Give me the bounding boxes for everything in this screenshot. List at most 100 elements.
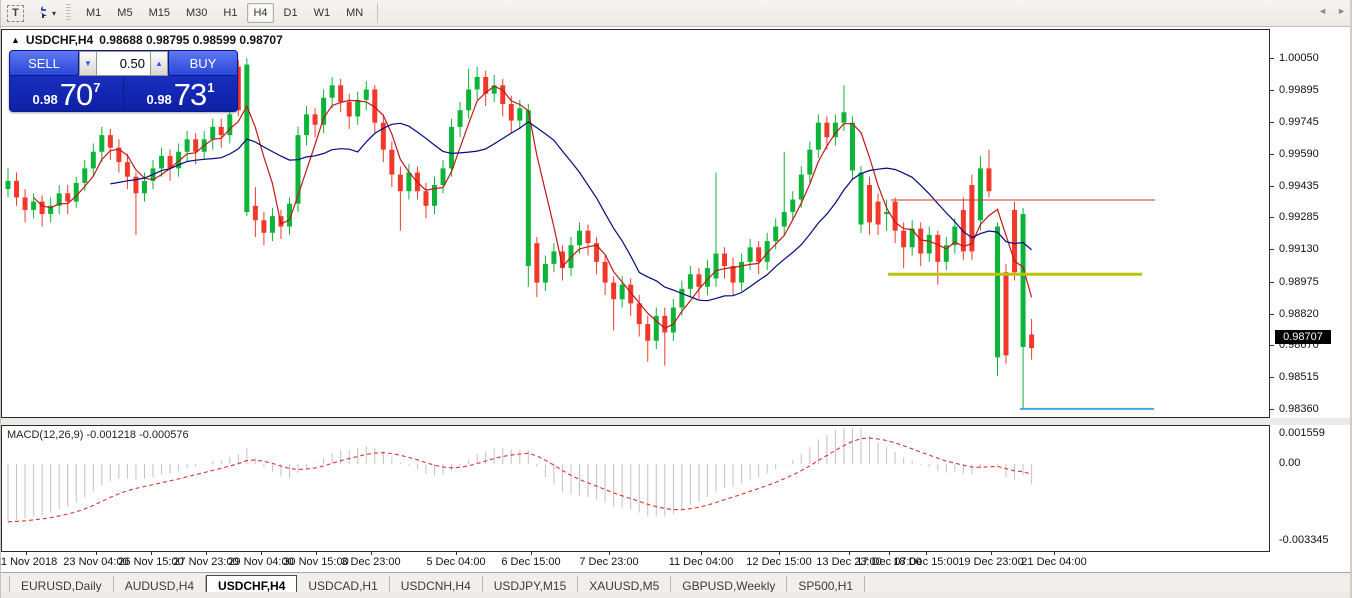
time-axis-label: 12 Dec 15:00 xyxy=(746,556,812,568)
price-axis-label: 0.98975 xyxy=(1279,275,1319,288)
timeframe-button-m5[interactable]: M5 xyxy=(117,7,133,19)
time-axis-label: 11 Dec 04:00 xyxy=(668,556,734,568)
toolbar-grip-handle[interactable] xyxy=(66,4,72,22)
chart-tab-sp500-h1[interactable]: SP500,H1 xyxy=(787,575,866,596)
time-tick xyxy=(371,552,372,555)
buy-price-point: 1 xyxy=(207,80,215,95)
time-tick xyxy=(531,552,532,555)
time-axis-label: 6 Dec 15:00 xyxy=(501,556,561,568)
macd-axis-label: 0.001559 xyxy=(1279,427,1325,439)
macd-values: -0.001218 -0.000576 xyxy=(86,429,189,441)
sell-price-base: 0.98 xyxy=(32,92,58,107)
price-tick xyxy=(1270,281,1274,283)
text-tool-icon[interactable]: T xyxy=(7,4,24,22)
macd-axis-label: -0.003345 xyxy=(1279,534,1329,546)
chart-tab-gbpusd-weekly[interactable]: GBPUSD,Weekly xyxy=(671,575,788,596)
volume-increase-button[interactable]: ▲ xyxy=(150,51,168,76)
timeframe-button-m30[interactable]: M30 xyxy=(185,7,208,19)
chart-tab-eurusd-daily[interactable]: EURUSD,Daily xyxy=(9,575,114,596)
time-tick xyxy=(456,552,457,555)
time-axis-label: 5 Dec 04:00 xyxy=(426,556,486,568)
chart-tab-xauusd-m5[interactable]: XAUUSD,M5 xyxy=(578,575,672,596)
time-tick xyxy=(609,552,610,555)
time-axis[interactable]: 21 Nov 2018 23 Nov 04:00 26 Nov 15:00 27 No… xyxy=(0,552,1270,572)
timeframe-button-mn[interactable]: MN xyxy=(346,7,364,19)
chart-tab-usdcnh-h4[interactable]: USDCNH,H4 xyxy=(390,575,483,596)
price-tick xyxy=(1270,153,1274,155)
price-tick xyxy=(1270,217,1274,219)
price-tick xyxy=(1270,344,1274,346)
time-tick xyxy=(926,552,927,555)
price-tick xyxy=(1270,58,1274,60)
time-tick xyxy=(849,552,850,555)
timeframe-button-h4[interactable]: H4 xyxy=(247,3,274,23)
price-axis[interactable]: 0.98707 1.00050 0.99895 0.99745 0.99590 0.99… xyxy=(1270,28,1352,552)
time-axis-label: 7 Dec 23:00 xyxy=(579,556,639,568)
chart-tab-usdcad-h1[interactable]: USDCAD,H1 xyxy=(297,575,390,596)
timeframe-button-m15[interactable]: M15 xyxy=(148,7,170,19)
timeframe-button-d1[interactable]: D1 xyxy=(283,7,298,19)
timeframe-toolbar: M1 M5 M15 M30 H1 H4 D1 W1 MN xyxy=(78,3,371,23)
pane-splitter[interactable] xyxy=(1,418,1352,425)
price-tick xyxy=(1270,313,1274,315)
time-axis-label: 21 Dec 04:00 xyxy=(1021,556,1087,568)
expand-arrow-icon[interactable]: ▲ xyxy=(11,35,20,45)
time-axis-label: 21 Nov 2018 xyxy=(0,556,58,568)
chart-header: ▲ USDCHF,H4 0.98688 0.98795 0.98599 0.98… xyxy=(11,33,283,47)
timeframe-button-h1[interactable]: H1 xyxy=(223,7,238,19)
buy-price-pips: 73 xyxy=(173,77,207,112)
one-click-trading-panel: SELL ▼ 0.50 ▲ BUY 0.98 70 7 0.98 73 1 xyxy=(9,50,238,112)
time-tick xyxy=(779,552,780,555)
price-tick xyxy=(1270,249,1274,251)
price-tick xyxy=(1270,409,1274,411)
tab-scroll-right-icon[interactable]: ► xyxy=(1337,6,1346,16)
window-right-edge xyxy=(1350,0,1352,598)
time-tick xyxy=(991,552,992,555)
time-axis-label: 17 Dec 07:00 xyxy=(856,556,922,568)
price-axis-label: 0.98515 xyxy=(1279,371,1319,384)
current-price-tag: 0.98707 xyxy=(1275,330,1331,345)
time-axis-label: 27 Nov 23:00 xyxy=(173,556,239,568)
time-axis-label: 18 Dec 15:00 xyxy=(893,556,959,568)
buy-button[interactable]: BUY xyxy=(168,51,237,76)
arrows-tool-button[interactable]: ▾ xyxy=(34,4,56,23)
price-axis-label: 1.00050 xyxy=(1279,52,1319,65)
sell-button[interactable]: SELL xyxy=(10,51,79,76)
ohlc-values: 0.98688 0.98795 0.98599 0.98707 xyxy=(99,33,283,47)
sell-price-display[interactable]: 0.98 70 7 xyxy=(10,76,124,112)
tab-scroll-left-icon[interactable]: ◄ xyxy=(1318,6,1328,16)
time-axis-label: 13 Dec 23:00 xyxy=(816,556,882,568)
chart-tab-usdjpy-m15[interactable]: USDJPY,M15 xyxy=(483,575,579,596)
chevron-down-icon[interactable]: ▾ xyxy=(52,8,57,18)
price-axis-label: 0.99590 xyxy=(1279,147,1319,160)
toolbar-separator xyxy=(377,3,379,23)
macd-indicator-pane[interactable] xyxy=(1,425,1270,552)
symbol-period-label: USDCHF,H4 xyxy=(25,33,94,47)
volume-input[interactable]: 0.50 xyxy=(97,51,150,76)
price-axis-label: 0.99745 xyxy=(1279,115,1319,128)
price-axis-label: 0.99895 xyxy=(1279,84,1319,97)
time-tick xyxy=(316,552,317,555)
time-tick xyxy=(96,552,97,555)
price-axis-label: 0.98820 xyxy=(1279,307,1319,320)
volume-decrease-button[interactable]: ▼ xyxy=(79,51,97,76)
timeframe-button-w1[interactable]: W1 xyxy=(313,7,331,19)
sell-price-point: 7 xyxy=(93,80,101,95)
time-axis-label: 19 Dec 23:00 xyxy=(958,556,1024,568)
time-axis-label: 29 Nov 04:00 xyxy=(228,556,294,568)
macd-label: MACD(12,26,9) -0.001218 -0.000576 xyxy=(7,429,189,441)
candlestick-chart[interactable] xyxy=(2,30,1269,417)
sell-price-pips: 70 xyxy=(59,77,93,112)
chart-tab-audusd-h4[interactable]: AUDUSD,H4 xyxy=(114,575,207,596)
timeframe-button-m1[interactable]: M1 xyxy=(86,7,102,19)
macd-plot[interactable] xyxy=(2,426,1269,551)
macd-name: MACD(12,26,9) xyxy=(7,429,84,441)
statusbar-filler xyxy=(1,592,1352,598)
macd-axis-label: 0.00 xyxy=(1279,457,1301,469)
price-tick xyxy=(1270,186,1274,188)
time-axis-label: 23 Nov 04:00 xyxy=(63,556,129,568)
time-tick xyxy=(151,552,152,555)
time-tick xyxy=(701,552,702,555)
buy-price-display[interactable]: 0.98 73 1 xyxy=(124,76,237,112)
